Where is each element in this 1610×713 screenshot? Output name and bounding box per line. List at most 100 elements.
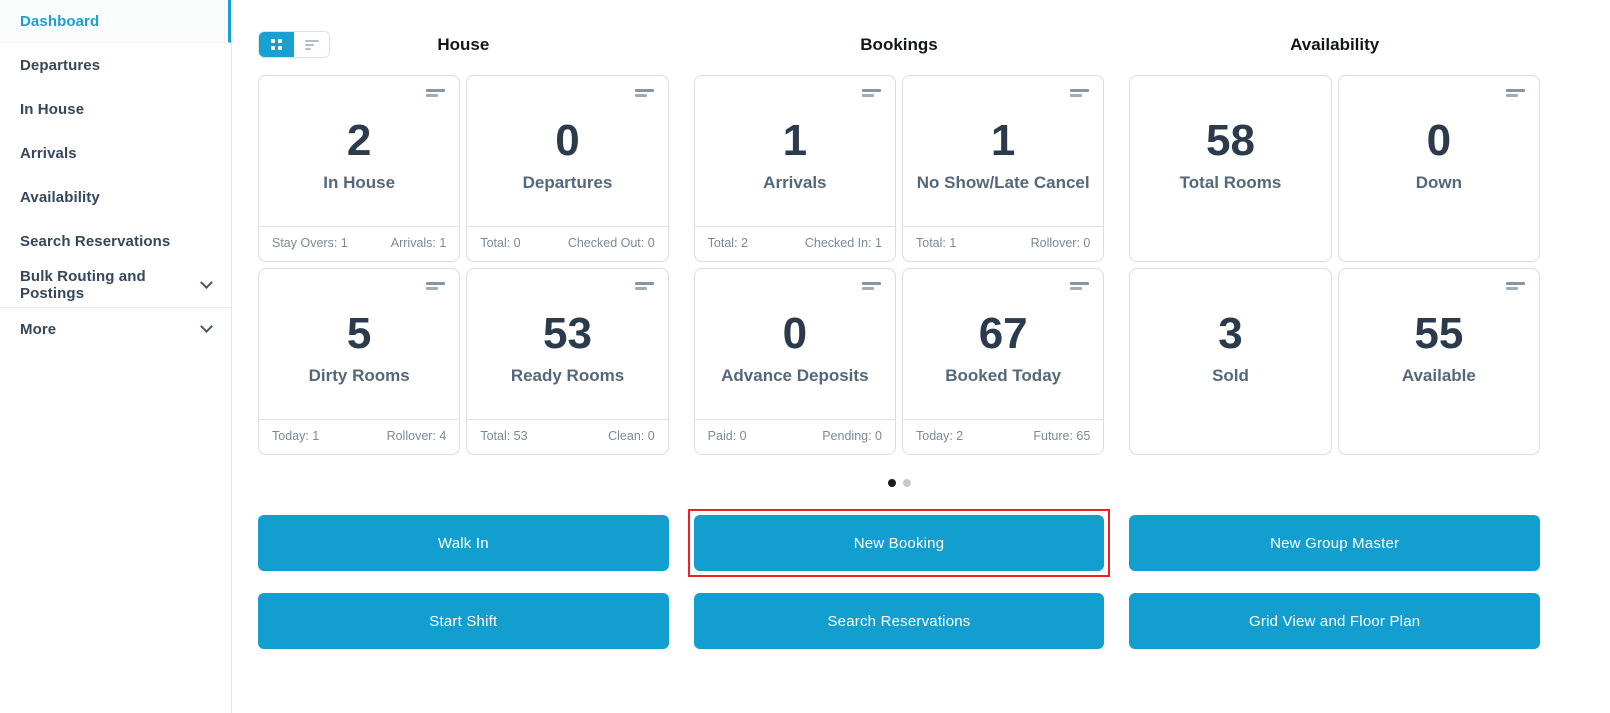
- menu-bars-icon[interactable]: [1506, 89, 1526, 97]
- card-value: 0: [782, 309, 808, 358]
- sidebar-item-departures[interactable]: Departures: [0, 43, 231, 87]
- card-body: 5 Dirty Rooms: [259, 269, 459, 419]
- card-value: 2: [346, 116, 372, 165]
- grid-view-and-floor-plan-button[interactable]: Grid View and Floor Plan: [1129, 593, 1540, 649]
- list-view-button[interactable]: [294, 32, 329, 57]
- sidebar-item-dashboard[interactable]: Dashboard: [0, 0, 231, 43]
- card-label: Down: [1415, 172, 1462, 192]
- sidebar-item-search-reservations[interactable]: Search Reservations: [0, 219, 231, 263]
- sidebar-item-in-house[interactable]: In House: [0, 87, 231, 131]
- card-stats: Total: 2 Checked In: 1: [694, 226, 895, 261]
- card-stat-left: Total: 0: [480, 236, 521, 250]
- section-bookings: 1 Arrivals Total: 2 Checked In: 1 1 No S…: [693, 75, 1105, 455]
- card-body: 1 Arrivals: [695, 76, 895, 226]
- card-value: 55: [1414, 308, 1464, 358]
- quick-actions: Walk In New Booking New Group Master Sta…: [258, 509, 1540, 649]
- card-ready-rooms[interactable]: 53 Ready Rooms Total: 53 Clean: 0: [466, 268, 669, 455]
- card-stat-right: Arrivals: 1: [390, 236, 447, 250]
- sidebar-item-label: Dashboard: [20, 12, 100, 30]
- card-label: Booked Today: [945, 366, 1062, 385]
- sidebar-item-label: Arrivals: [20, 144, 77, 162]
- stat-sections: 2 In House Stay Overs: 1 Arrivals: 1 0 D…: [258, 75, 1541, 455]
- list-view-icon: [304, 39, 319, 50]
- card-value: 0: [1426, 115, 1452, 165]
- card-stat-right: Clean: 0: [608, 429, 655, 443]
- carousel-dot-2[interactable]: [902, 479, 911, 487]
- card-no-show-late-cancel[interactable]: 1 No Show/Late Cancel Total: 1 Rollover:…: [902, 75, 1105, 262]
- card-booked-today[interactable]: 67 Booked Today Today: 2 Future: 65: [902, 268, 1105, 455]
- card-stats: Total: 0 Checked Out: 0: [467, 226, 668, 261]
- card-value: 53: [543, 309, 592, 358]
- card-body: 0 Advance Deposits: [695, 269, 895, 419]
- menu-bars-icon[interactable]: [1070, 282, 1090, 290]
- card-label: In House: [323, 173, 396, 192]
- menu-bars-icon[interactable]: [862, 282, 881, 290]
- sidebar-item-label: Search Reservations: [20, 232, 171, 250]
- walk-in-button[interactable]: Walk In: [258, 515, 669, 571]
- sidebar-item-label: Departures: [20, 56, 101, 74]
- card-stats: Total: 1 Rollover: 0: [903, 226, 1104, 261]
- card-sold[interactable]: 3 Sold: [1129, 268, 1332, 455]
- sidebar-item-more[interactable]: More: [0, 307, 231, 351]
- sidebar-item-label: Availability: [20, 188, 100, 206]
- menu-bars-icon[interactable]: [862, 89, 881, 97]
- menu-bars-icon[interactable]: [426, 89, 446, 97]
- card-body: 67 Booked Today: [903, 269, 1103, 419]
- card-label: Ready Rooms: [510, 366, 625, 385]
- section-availability: 58 Total Rooms 0 Down 3 Sold: [1129, 75, 1541, 455]
- card-stats: Today: 2 Future: 65: [903, 419, 1104, 454]
- card-arrivals[interactable]: 1 Arrivals Total: 2 Checked In: 1: [693, 75, 896, 262]
- section-title-availability: Availability: [1290, 34, 1380, 54]
- card-value: 67: [978, 309, 1028, 358]
- section-title-bookings: Bookings: [860, 34, 938, 54]
- card-departures[interactable]: 0 Departures Total: 0 Checked Out: 0: [466, 75, 669, 262]
- menu-bars-icon[interactable]: [634, 282, 654, 290]
- card-stat-left: Stay Overs: 1: [272, 236, 348, 250]
- card-body: 53 Ready Rooms: [467, 269, 667, 419]
- card-label: Departures: [522, 173, 613, 192]
- new-group-master-button[interactable]: New Group Master: [1129, 515, 1540, 571]
- new-booking-button[interactable]: New Booking: [693, 515, 1105, 571]
- sidebar-item-label: Bulk Routing and Postings: [20, 268, 146, 302]
- sidebar-item-label: In House: [20, 100, 85, 118]
- search-reservations-button[interactable]: Search Reservations: [693, 593, 1105, 649]
- card-stat-left: Total: 53: [480, 429, 528, 443]
- menu-bars-icon[interactable]: [634, 89, 654, 97]
- card-body: 3 Sold: [1130, 269, 1330, 454]
- start-shift-button[interactable]: Start Shift: [258, 593, 669, 649]
- card-stat-left: Total: 2: [707, 236, 748, 250]
- view-mode-toggle: [258, 31, 330, 58]
- carousel-pagination: [258, 479, 1540, 487]
- card-label: Available: [1401, 365, 1476, 385]
- card-down[interactable]: 0 Down: [1337, 75, 1541, 262]
- card-total-rooms[interactable]: 58 Total Rooms: [1129, 75, 1332, 262]
- card-body: 55 Available: [1339, 269, 1539, 454]
- card-stat-right: Checked In: 1: [804, 236, 882, 250]
- carousel-dot-1[interactable]: [887, 479, 896, 487]
- card-stat-right: Future: 65: [1033, 429, 1091, 443]
- card-body: 0 Down: [1339, 76, 1539, 261]
- card-body: 1 No Show/Late Cancel: [903, 76, 1103, 226]
- card-stat-right: Pending: 0: [822, 429, 882, 443]
- card-in-house[interactable]: 2 In House Stay Overs: 1 Arrivals: 1: [258, 75, 461, 262]
- sidebar-item-availability[interactable]: Availability: [0, 175, 231, 219]
- card-label: No Show/Late Cancel: [916, 173, 1090, 192]
- card-stats: Today: 1 Rollover: 4: [259, 419, 460, 454]
- grid-view-button[interactable]: [259, 32, 294, 57]
- menu-bars-icon[interactable]: [426, 282, 446, 290]
- menu-bars-icon[interactable]: [1070, 89, 1090, 97]
- card-advance-deposits[interactable]: 0 Advance Deposits Paid: 0 Pending: 0: [693, 268, 896, 455]
- card-stat-left: Paid: 0: [707, 429, 747, 443]
- card-body: 2 In House: [259, 76, 459, 226]
- menu-bars-icon[interactable]: [1506, 282, 1526, 290]
- card-stat-left: Today: 1: [272, 429, 320, 443]
- card-body: 58 Total Rooms: [1130, 76, 1330, 261]
- card-value: 1: [990, 116, 1016, 165]
- sidebar-item-bulk-routing-and-postings[interactable]: Bulk Routing and Postings: [0, 263, 231, 307]
- card-value: 3: [1218, 308, 1243, 358]
- card-available[interactable]: 55 Available: [1337, 268, 1541, 455]
- card-dirty-rooms[interactable]: 5 Dirty Rooms Today: 1 Rollover: 4: [258, 268, 461, 455]
- sidebar-item-arrivals[interactable]: Arrivals: [0, 131, 231, 175]
- card-label: Advance Deposits: [721, 366, 869, 385]
